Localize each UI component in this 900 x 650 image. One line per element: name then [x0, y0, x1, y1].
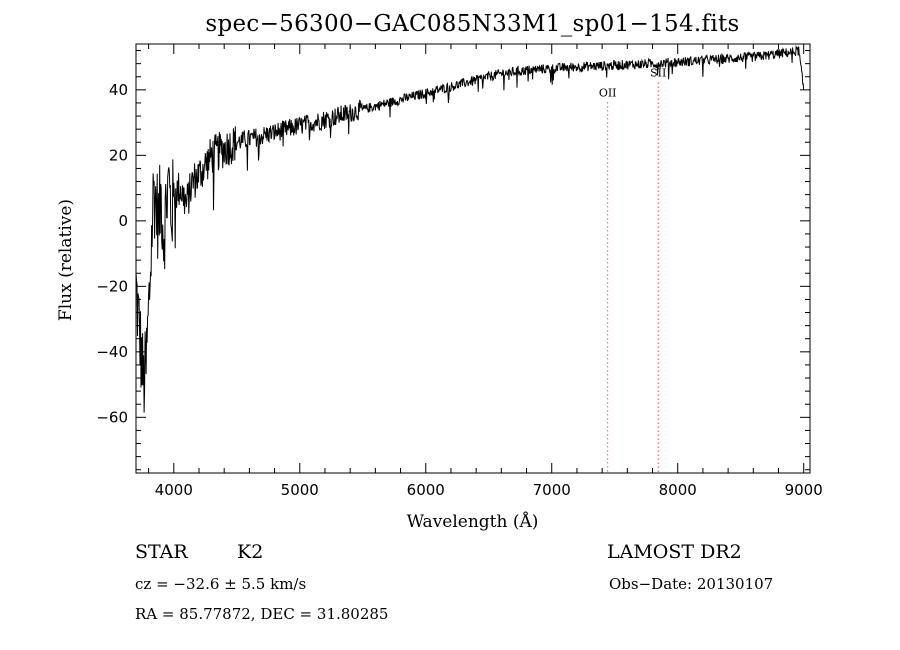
spectrum-line: [135, 45, 805, 413]
survey-name: LAMOST DR2: [607, 541, 742, 563]
coordinates: RA = 85.77872, DEC = 31.80285: [135, 605, 389, 623]
y-tick-label: 20: [109, 146, 128, 164]
y-tick-label: 0: [118, 212, 128, 230]
y-axis-label: Flux (relative): [56, 198, 76, 322]
x-axis-label: Wavelength (Å): [406, 512, 539, 532]
y-tick-label: −20: [96, 277, 128, 295]
y-tick-label: −60: [96, 408, 128, 426]
line-marker-label: OII: [599, 86, 617, 99]
x-tick-label: 6000: [407, 481, 445, 499]
observation-date: Obs−Date: 20130107: [609, 575, 774, 593]
redshift-cz: cz = −32.6 ± 5.5 km/s: [135, 575, 307, 593]
x-tick-label: 8000: [659, 481, 697, 499]
plot-frame: [135, 43, 811, 474]
x-tick-label: 9000: [785, 481, 823, 499]
y-tick-label: 40: [109, 81, 128, 99]
x-tick-label: 5000: [281, 481, 319, 499]
object-subclass: K2: [237, 541, 264, 563]
chart-title: spec−56300−GAC085N33M1_sp01−154.fits: [205, 11, 740, 37]
y-tick-label: −40: [96, 343, 128, 361]
x-tick-label: 4000: [155, 481, 193, 499]
object-class: STAR: [135, 541, 188, 563]
x-tick-label: 7000: [533, 481, 571, 499]
